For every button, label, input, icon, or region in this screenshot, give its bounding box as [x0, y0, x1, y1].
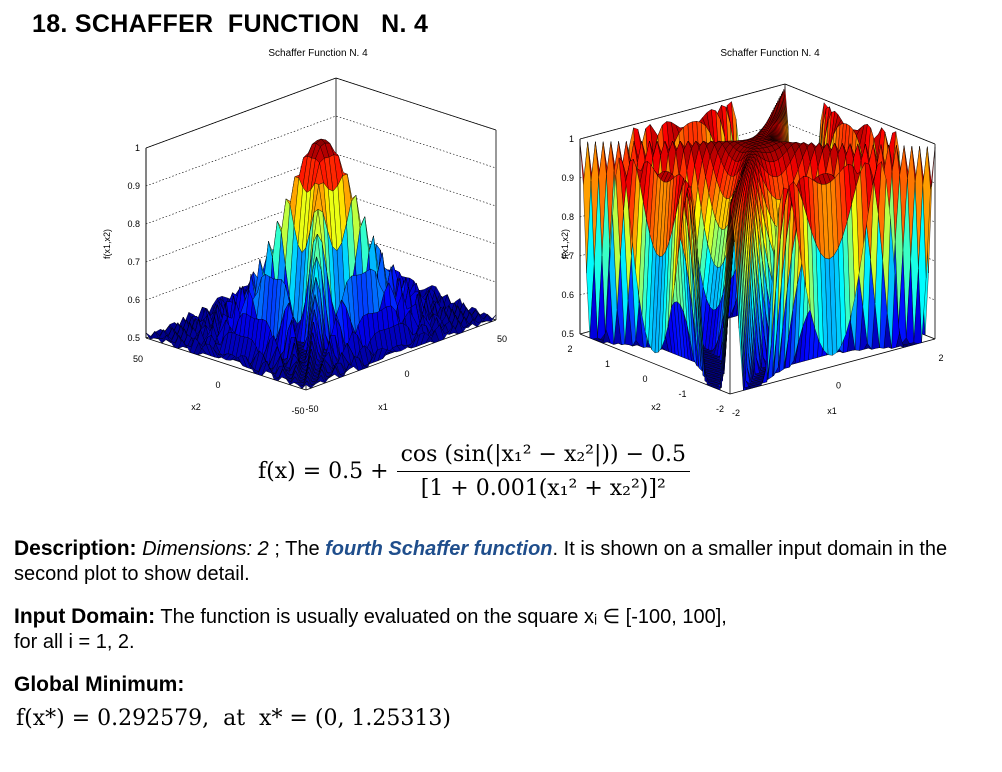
axis-labels: Schaffer Function N. 4 0.5 0.6 0.7 0.8 0.9 1 -5…	[102, 48, 507, 416]
surface-plot-wide-domain: Schaffer Function N. 4 0.5 0.6 0.7 0.8 0.9 1 -5…	[78, 44, 558, 424]
x-tick-label: -50	[305, 404, 318, 414]
x-tick-label: 50	[497, 334, 507, 344]
global-minimum-value: f(x*) = 0.292579, at x* = (0, 1.25313)	[16, 706, 451, 731]
formula-fraction: cos (sin(|x₁² − x₂²|)) − 0.5 [1 + 0.001(…	[396, 442, 690, 501]
y-tick-label: -1	[678, 389, 686, 399]
formula-lhs: f(x) = 0.5 +	[258, 459, 389, 484]
formula-numerator: cos (sin(|x₁² − x₂²|)) − 0.5	[396, 442, 690, 472]
input-domain-text2: for all i = 1, 2.	[14, 631, 135, 653]
surface-cell	[301, 380, 311, 389]
x-tick-label: 0	[836, 381, 841, 391]
input-domain: Input Domain: The function is usually ev…	[14, 604, 984, 655]
y-tick-label: 1	[605, 359, 610, 369]
z-tick-label: 0.8	[561, 212, 574, 222]
description-label: Description:	[14, 537, 137, 560]
surface-plot-wide-svg: Schaffer Function N. 4 0.5 0.6 0.7 0.8 0.9 1 -5…	[102, 48, 507, 416]
z-tick-label: 0.8	[127, 219, 140, 229]
chart-title: Schaffer Function N. 4	[268, 48, 368, 59]
z-tick-label: 0.9	[561, 173, 574, 183]
y-tick-label: 2	[567, 344, 572, 354]
global-minimum-label: Global Minimum:	[14, 673, 185, 696]
y-tick-label: 50	[133, 354, 143, 364]
z-tick-label: 0.5	[561, 329, 574, 339]
z-tick-label: 0.6	[127, 295, 140, 305]
x-tick-label: 0	[404, 369, 409, 379]
surface-plot-zoomed-domain: Schaffer Function N. 4 0.5 0.6 0.7 0.8 0.9 1 -2…	[540, 44, 1002, 424]
x-axis-label: x1	[378, 402, 388, 412]
description-sep: ; The	[268, 538, 326, 560]
description-dimensions: Dimensions: 2	[142, 538, 269, 560]
z-tick-label: 0.6	[561, 290, 574, 300]
z-tick-label: 0.9	[127, 181, 140, 191]
surface-mesh	[579, 87, 936, 391]
input-domain-text: The function is usually evaluated on the…	[155, 606, 727, 628]
y-axis-label: x2	[191, 402, 201, 412]
z-tick-label: 0.5	[127, 333, 140, 343]
function-formula: f(x) = 0.5 + cos (sin(|x₁² − x₂²|)) − 0.…	[258, 442, 690, 501]
z-axis-label: f(x1,x2)	[102, 229, 112, 259]
page-title: 18. SCHAFFER FUNCTION N. 4	[32, 10, 429, 38]
y-tick-label: 0	[215, 380, 220, 390]
fourth-schaffer-link[interactable]: fourth Schaffer function	[325, 538, 553, 560]
z-tick-label: 1	[135, 143, 140, 153]
description-rest: . It is shown on a smaller input domain …	[14, 538, 948, 585]
axis-labels: Schaffer Function N. 4 0.5 0.6 0.7 0.8 0.9 1 -2…	[560, 48, 944, 418]
y-tick-label: -50	[291, 406, 304, 416]
input-domain-label: Input Domain:	[14, 605, 156, 628]
z-tick-label: 0.7	[561, 251, 574, 261]
surface-cell	[726, 199, 735, 243]
y-tick-label: -2	[716, 404, 724, 414]
x-tick-label: 2	[938, 353, 943, 363]
z-tick-label: 0.7	[127, 257, 140, 267]
surface-mesh	[145, 138, 497, 389]
description: Description: Dimensions: 2 ; The fourth …	[14, 536, 984, 587]
global-minimum: Global Minimum:	[14, 672, 984, 698]
y-axis-label: x2	[651, 402, 661, 412]
surface-plot-zoomed-svg: Schaffer Function N. 4 0.5 0.6 0.7 0.8 0.9 1 -2…	[560, 48, 944, 418]
x-tick-label: -2	[732, 408, 740, 418]
formula-denominator: [1 + 0.001(x₁² + x₂²)]²	[420, 476, 666, 501]
x-axis-label: x1	[827, 406, 837, 416]
z-tick-label: 1	[569, 134, 574, 144]
z-axis-label: f(x1,x2)	[560, 229, 570, 259]
chart-title: Schaffer Function N. 4	[720, 48, 820, 59]
y-tick-label: 0	[642, 374, 647, 384]
